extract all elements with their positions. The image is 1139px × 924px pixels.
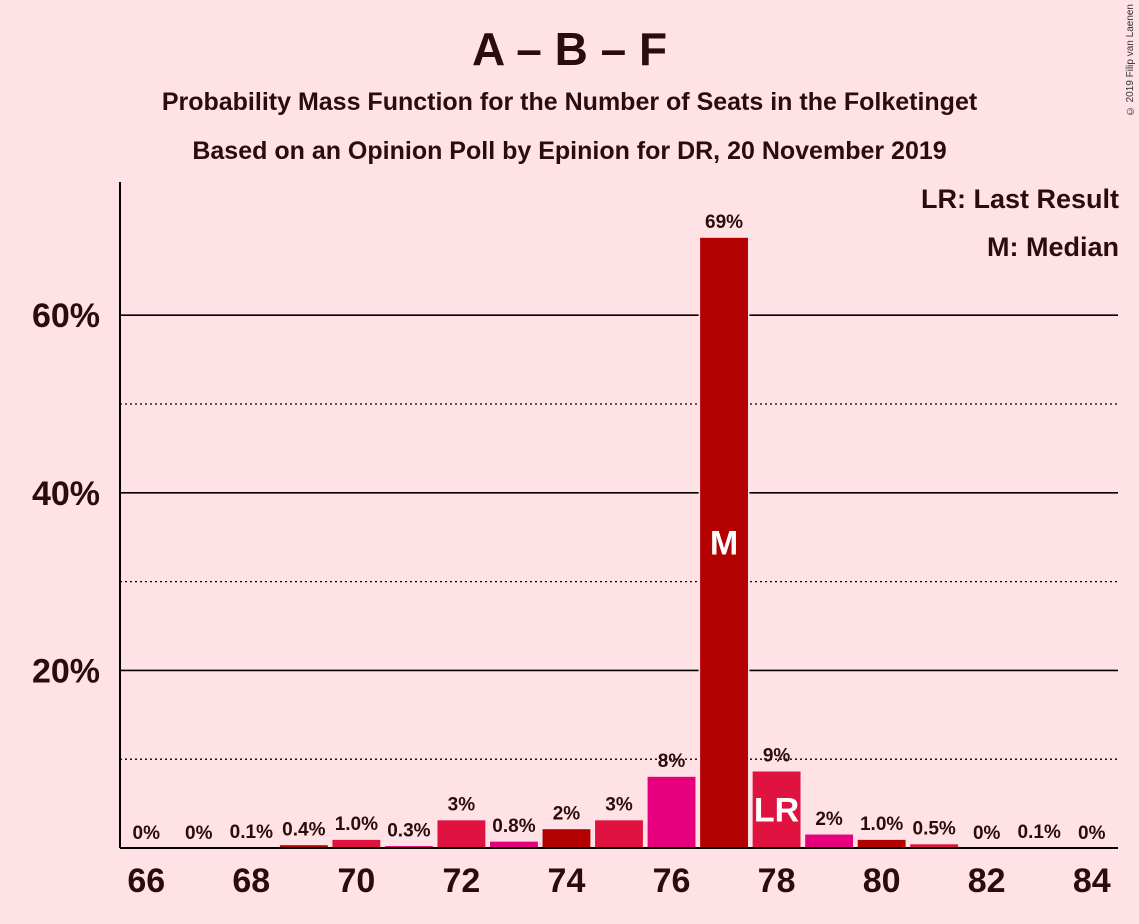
bar-label-71: 0.3%: [387, 820, 430, 841]
bar-label-84: 0%: [1078, 823, 1106, 844]
bar-label-82: 0%: [973, 823, 1001, 844]
x-tick-label-70: 70: [337, 862, 375, 900]
bar-label-73: 0.8%: [492, 816, 535, 837]
chart-subtitle-source: Based on an Opinion Poll by Epinion for …: [192, 137, 947, 165]
bar-label-80: 1.0%: [860, 814, 903, 835]
bar-label-69: 0.4%: [282, 819, 325, 840]
chart-subtitle: Probability Mass Function for the Number…: [161, 88, 978, 116]
bar-label-72: 3%: [448, 795, 476, 816]
chart-title: A – B – F: [471, 23, 668, 75]
bar-72: [435, 818, 487, 849]
legend-last-result: LR: Last Result: [920, 184, 1119, 214]
bar-78: [751, 769, 803, 849]
bar-label-68: 0.1%: [230, 822, 273, 843]
y-tick-label-20: 20%: [32, 652, 100, 690]
x-tick-label-80: 80: [863, 862, 901, 900]
y-tick-label-60: 60%: [32, 297, 100, 335]
bar-label-75: 3%: [605, 795, 633, 816]
bar-75: [593, 818, 645, 849]
y-tick-label-40: 40%: [32, 475, 100, 513]
x-tick-label-66: 66: [127, 862, 165, 900]
bar-label-66: 0%: [133, 823, 161, 844]
bar-label-83: 0.1%: [1018, 822, 1061, 843]
x-tick-label-78: 78: [758, 862, 796, 900]
bar-80: [856, 838, 908, 849]
bar-74: [541, 827, 592, 849]
legend-median: M: Median: [987, 232, 1119, 262]
bar-label-79: 2%: [815, 809, 843, 830]
bar-label-76: 8%: [658, 751, 686, 772]
bar-label-74: 2%: [553, 803, 581, 824]
x-tick-label-82: 82: [968, 862, 1006, 900]
median-marker: M: [710, 525, 738, 563]
bar-73: [488, 840, 540, 849]
x-tick-label-74: 74: [548, 862, 586, 900]
bar-label-78: 9%: [763, 746, 791, 767]
bar-label-77: 69%: [705, 212, 743, 233]
bar-label-70: 1.0%: [335, 814, 378, 835]
x-tick-label-72: 72: [443, 862, 481, 900]
bar-70: [330, 838, 382, 849]
bar-label-67: 0%: [185, 823, 213, 844]
last-result-marker: LR: [754, 791, 799, 829]
bar-77: [698, 236, 750, 849]
x-tick-label-84: 84: [1073, 862, 1111, 900]
bar-79: [803, 833, 855, 849]
x-tick-label-68: 68: [232, 862, 270, 900]
bar-label-81: 0.5%: [913, 819, 956, 840]
bar-76: [646, 775, 697, 849]
x-tick-label-76: 76: [653, 862, 691, 900]
